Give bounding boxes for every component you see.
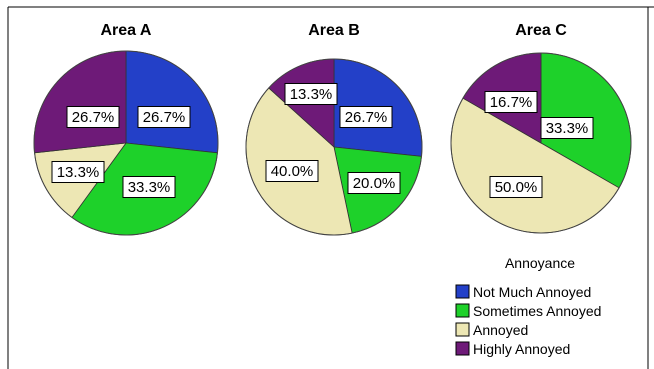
slice-label: 33.3% [128,179,171,196]
slice-label: 20.0% [353,175,396,192]
slice-label-box [339,106,393,128]
slice-label: 33.3% [546,120,589,137]
legend-swatch [455,303,470,318]
pie-1: Area A 26.7% 33.3% 13.3% 26.7% [33,22,219,236]
pie-3: Area C 33.3% 50.0% 16.7% [450,22,632,234]
slice-label: 50.0% [495,179,538,196]
legend-label: Highly Annoyed [473,341,570,357]
slice-label: 13.3% [290,86,333,103]
legend-label: Not Much Annoyed [473,284,591,300]
pie-outline [450,52,632,234]
pie-outline [33,50,219,236]
pie-title: Area B [308,22,360,39]
legend-swatch [455,322,470,337]
pie-slice [125,50,219,154]
slice-label-box [489,176,543,198]
pie-slice [33,50,127,154]
slice-label: 13.3% [57,164,100,181]
legend-item: Annoyed [455,322,528,338]
slice-label: 26.7% [72,109,115,126]
slice-label-box [265,160,319,182]
legend-item: Sometimes Annoyed [455,303,601,319]
slice-label-box [51,161,105,183]
slice-label-box [66,106,120,128]
slice-label: 16.7% [490,94,533,111]
legend-swatch [455,341,470,356]
pie-title: Area C [515,22,567,39]
legend: Annoyance Not Much Annoyed Sometimes Annoy… [455,255,601,357]
slice-label-box [347,172,401,194]
legend-title: Annoyance [505,255,575,271]
legend-item: Highly Annoyed [455,341,570,357]
pie-2: Area B 26.7% 20.0% 40.0% 13.3% [245,22,423,236]
pies-group: Area A 26.7% 33.3% 13.3% 26.7% Area B 26.7% 20.… [33,22,632,236]
legend-label: Sometimes Annoyed [473,303,601,319]
pie-outline [245,58,423,236]
legend-item: Not Much Annoyed [455,284,591,300]
legend-swatch [455,284,470,299]
slice-label-box [284,83,338,105]
pie-title: Area A [101,22,152,39]
slice-label-box [540,117,594,139]
legend-label: Annoyed [473,322,528,338]
slice-label: 26.7% [345,109,388,126]
slice-label-box [137,106,191,128]
slice-label-box [122,176,176,198]
slice-label-box [484,91,538,113]
slice-label: 40.0% [271,163,314,180]
slice-label: 26.7% [143,109,186,126]
